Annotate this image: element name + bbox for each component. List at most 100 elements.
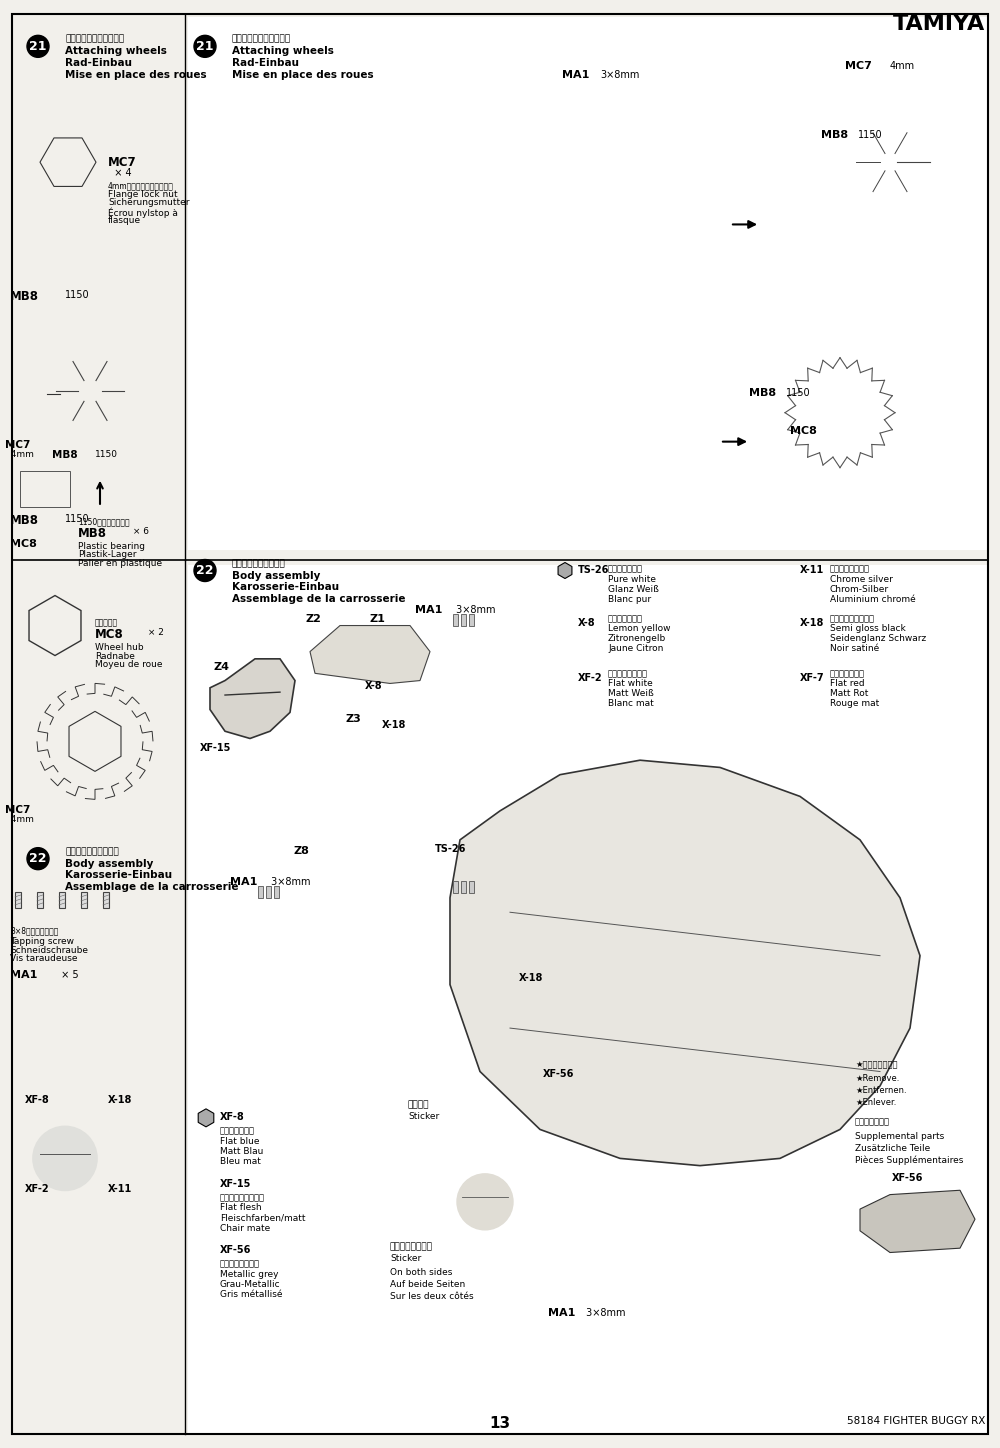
Text: Mise en place des roues: Mise en place des roues <box>65 70 207 80</box>
Text: Écrou nylstop à: Écrou nylstop à <box>108 207 178 217</box>
Text: Grau-Metallic: Grau-Metallic <box>220 1280 281 1289</box>
Text: MB8: MB8 <box>52 450 78 460</box>
Text: XF-56: XF-56 <box>543 1069 574 1079</box>
Text: 58184 FIGHTER BUGGY RX: 58184 FIGHTER BUGGY RX <box>847 1416 985 1426</box>
Text: MA1: MA1 <box>562 70 589 80</box>
Bar <box>37 892 43 908</box>
Text: 1150: 1150 <box>65 290 90 300</box>
Polygon shape <box>860 1190 975 1253</box>
Text: Fleischfarben/matt: Fleischfarben/matt <box>220 1213 306 1222</box>
Text: Z3: Z3 <box>345 714 361 724</box>
Text: Sticker: Sticker <box>408 1112 439 1121</box>
Text: Supplemental parts: Supplemental parts <box>855 1132 944 1141</box>
Text: MC7: MC7 <box>845 61 872 71</box>
Text: 3×8タッピングビス: 3×8タッピングビス <box>10 927 58 935</box>
Text: オイルクーラー: オイルクーラー <box>855 1118 890 1127</box>
Text: Body assembly: Body assembly <box>65 859 153 869</box>
Text: X-8: X-8 <box>365 681 383 691</box>
Text: ピュアホワイト: ピュアホワイト <box>608 565 643 573</box>
Text: Flat white: Flat white <box>608 679 653 688</box>
Text: Flat red: Flat red <box>830 679 865 688</box>
Text: Wheel hub: Wheel hub <box>95 643 144 652</box>
Text: Glanz Weiß: Glanz Weiß <box>608 585 659 594</box>
Text: Blanc pur: Blanc pur <box>608 595 651 604</box>
Bar <box>81 892 87 908</box>
Text: ★Entfernen.: ★Entfernen. <box>855 1086 907 1095</box>
Text: 1150: 1150 <box>95 450 118 459</box>
Text: XF-56: XF-56 <box>892 1173 923 1183</box>
Text: X-18: X-18 <box>108 1095 132 1105</box>
Text: XF-15: XF-15 <box>220 1179 251 1189</box>
Text: 22: 22 <box>29 853 47 864</box>
Text: Zusätzliche Teile: Zusätzliche Teile <box>855 1144 930 1153</box>
Text: マーク⒪（両側）: マーク⒪（両側） <box>390 1242 433 1251</box>
Text: Chrom-Silber: Chrom-Silber <box>830 585 889 594</box>
Bar <box>103 892 109 908</box>
Text: MA1: MA1 <box>10 970 37 980</box>
Text: 21: 21 <box>29 41 47 52</box>
Text: MA1: MA1 <box>415 605 442 615</box>
Text: MA1: MA1 <box>230 877 257 888</box>
Text: MB8: MB8 <box>749 388 776 398</box>
Circle shape <box>27 847 49 870</box>
Text: 13: 13 <box>489 1416 511 1431</box>
Text: TAMIYA: TAMIYA <box>893 14 985 35</box>
Text: Rad-Einbau: Rad-Einbau <box>232 58 299 68</box>
Text: 3×8mm: 3×8mm <box>600 70 639 80</box>
Text: Radnabe: Radnabe <box>95 652 135 660</box>
Text: 1150: 1150 <box>858 130 883 140</box>
Text: ★Remove.: ★Remove. <box>855 1074 899 1083</box>
Text: 1150: 1150 <box>786 388 811 398</box>
Text: X-18: X-18 <box>800 618 824 628</box>
Text: Chair mate: Chair mate <box>220 1224 270 1232</box>
Text: クロームシルバー: クロームシルバー <box>830 565 870 573</box>
Text: 3×8mm: 3×8mm <box>268 877 310 888</box>
Text: X-11: X-11 <box>800 565 824 575</box>
Text: フラットブルー: フラットブルー <box>220 1127 255 1135</box>
Text: メタリックグレー: メタリックグレー <box>220 1260 260 1268</box>
Text: 21: 21 <box>196 41 214 52</box>
Text: Aluminium chromé: Aluminium chromé <box>830 595 916 604</box>
Text: Vis taraudeuse: Vis taraudeuse <box>10 954 78 963</box>
Text: （ボディのくみたて）: （ボディのくみたて） <box>65 847 119 856</box>
Text: × 6: × 6 <box>130 527 149 536</box>
Text: Karosserie-Einbau: Karosserie-Einbau <box>232 582 339 592</box>
Circle shape <box>457 1174 513 1229</box>
Text: MC7: MC7 <box>5 805 30 815</box>
Text: Moyeu de roue: Moyeu de roue <box>95 660 162 669</box>
Text: MC7: MC7 <box>5 440 30 450</box>
Text: Tapping screw: Tapping screw <box>10 937 74 946</box>
Text: × 5: × 5 <box>58 970 79 980</box>
Bar <box>461 882 466 893</box>
Text: XF-56: XF-56 <box>220 1245 251 1255</box>
Text: ホイルハブ: ホイルハブ <box>95 618 118 627</box>
Text: Plastic bearing: Plastic bearing <box>78 542 145 550</box>
Text: Chrome silver: Chrome silver <box>830 575 893 584</box>
Text: XF-15: XF-15 <box>200 743 231 753</box>
Circle shape <box>33 1127 97 1190</box>
Polygon shape <box>450 760 920 1166</box>
Text: TS-26: TS-26 <box>435 844 466 854</box>
Text: XF-8: XF-8 <box>220 1112 245 1122</box>
Text: XF-2: XF-2 <box>578 673 603 683</box>
Text: セミグロスブラック: セミグロスブラック <box>830 614 875 623</box>
Text: Semi gloss black: Semi gloss black <box>830 624 906 633</box>
Text: Matt Blau: Matt Blau <box>220 1147 263 1156</box>
Text: ★Enlever.: ★Enlever. <box>855 1098 896 1106</box>
Text: Jaune Citron: Jaune Citron <box>608 644 663 653</box>
Text: Body assembly: Body assembly <box>232 571 320 581</box>
Text: TS-26: TS-26 <box>578 565 609 575</box>
Text: MC7: MC7 <box>108 156 137 169</box>
Text: Flat blue: Flat blue <box>220 1137 260 1145</box>
Bar <box>469 882 474 893</box>
Text: XF-8: XF-8 <box>25 1095 50 1105</box>
Circle shape <box>27 35 49 58</box>
Text: Rouge mat: Rouge mat <box>830 699 879 708</box>
Text: Matt Rot: Matt Rot <box>830 689 868 698</box>
Text: Noir satiné: Noir satiné <box>830 644 879 653</box>
Text: Auf beide Seiten: Auf beide Seiten <box>390 1280 465 1289</box>
Text: Flat flesh: Flat flesh <box>220 1203 262 1212</box>
Bar <box>188 565 988 1434</box>
Bar <box>15 892 21 908</box>
Text: Zitronengelb: Zitronengelb <box>608 634 666 643</box>
